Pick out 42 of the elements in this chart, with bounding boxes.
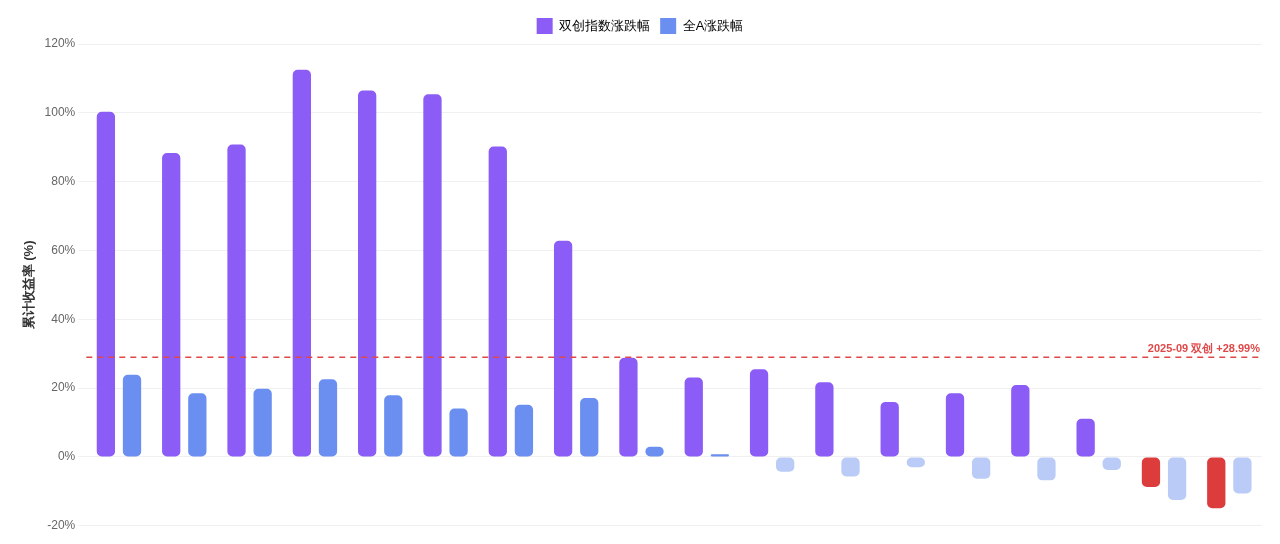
bar <box>96 111 116 457</box>
bar <box>945 393 965 457</box>
bar <box>488 146 507 457</box>
bar <box>684 377 703 457</box>
bar <box>580 398 599 457</box>
bar <box>358 90 377 457</box>
bar <box>292 69 311 457</box>
y-tick-label: -20% <box>47 518 76 533</box>
bar <box>253 388 272 457</box>
bar <box>227 144 246 457</box>
y-tick-label: 80% <box>51 173 76 188</box>
bar <box>1141 457 1161 487</box>
bar <box>971 457 991 479</box>
bar <box>1233 457 1252 494</box>
bar <box>514 404 534 457</box>
bar <box>449 408 468 457</box>
bar <box>880 401 899 457</box>
bar <box>423 94 442 457</box>
bar <box>318 379 338 457</box>
bar <box>162 153 181 457</box>
bar <box>188 393 207 457</box>
y-tick-label: 60% <box>51 242 76 257</box>
legend-label: 双创指数涨跌幅 <box>559 17 651 33</box>
y-tick-label: 0% <box>57 449 76 464</box>
bar <box>1167 457 1187 500</box>
bar <box>122 374 142 457</box>
bar <box>1207 457 1226 509</box>
y-axis-title: 累计收益率 (%) <box>21 240 37 331</box>
y-tick-label: 100% <box>44 105 76 120</box>
ref-line-label: 2025-09 双创 +28.99% <box>1147 341 1261 354</box>
y-tick-label: 120% <box>44 36 76 51</box>
bar <box>553 240 573 457</box>
bar <box>1011 385 1030 457</box>
bar <box>749 369 769 457</box>
bar <box>384 395 403 457</box>
bar <box>619 357 638 457</box>
bar <box>1037 457 1056 481</box>
bar <box>1076 418 1095 457</box>
y-tick-label: 20% <box>51 380 76 395</box>
y-tick-label: 40% <box>51 311 76 326</box>
legend-label: 全A涨跌幅 <box>682 17 744 33</box>
bar <box>815 382 834 457</box>
